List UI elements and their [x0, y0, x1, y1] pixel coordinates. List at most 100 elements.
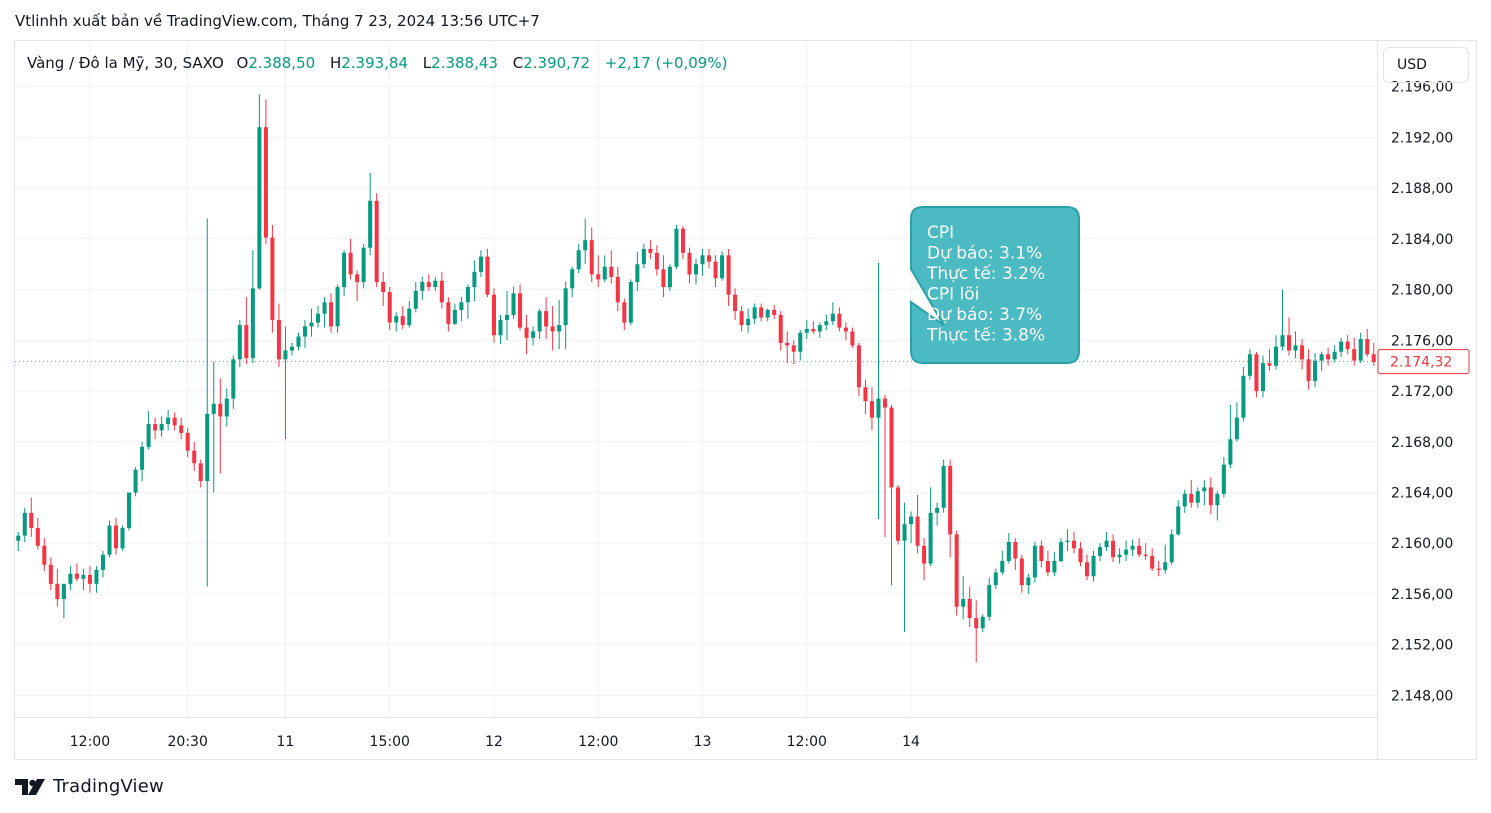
candle	[355, 270, 360, 301]
candle-body	[1006, 541, 1011, 561]
candle-body	[335, 287, 340, 327]
candle-body	[830, 313, 835, 322]
candle	[250, 250, 255, 364]
candle	[733, 288, 738, 321]
candle	[1202, 479, 1207, 506]
candle	[1058, 538, 1063, 563]
candle	[283, 326, 288, 440]
currency-button[interactable]: USD	[1383, 47, 1469, 83]
candle-body	[237, 325, 242, 360]
candle	[407, 301, 412, 328]
candle	[179, 417, 184, 440]
candle	[94, 566, 99, 593]
candle	[498, 314, 503, 345]
candle	[700, 249, 705, 276]
legend-low-label: L	[422, 54, 432, 72]
candle-body	[635, 264, 640, 282]
candle-body	[1267, 363, 1272, 366]
candle-body	[452, 309, 457, 324]
candle	[166, 410, 171, 431]
candle	[778, 311, 783, 351]
candle	[667, 264, 672, 291]
candle-body	[1234, 417, 1239, 440]
candle-body	[654, 252, 659, 270]
candle	[153, 417, 158, 440]
candle-body	[524, 327, 529, 338]
candle	[100, 550, 105, 578]
candle-body	[1150, 555, 1155, 569]
annotation-line: Dự báo: 3.1%	[927, 244, 1042, 264]
annotation-bubble	[910, 206, 1080, 364]
candle	[1234, 402, 1239, 442]
candle	[1365, 328, 1370, 357]
candle	[1006, 533, 1011, 564]
candle	[1339, 337, 1344, 357]
candle-body	[159, 424, 164, 431]
candle	[1169, 529, 1174, 565]
tradingview-logo[interactable]: TradingView	[15, 776, 164, 797]
legend-open-label: O	[236, 54, 249, 72]
candle-body	[863, 387, 868, 402]
candle	[654, 245, 659, 276]
candle	[544, 297, 549, 340]
candle	[1111, 534, 1116, 563]
tradingview-brand: TradingView	[53, 776, 164, 797]
candle-body	[778, 314, 783, 343]
legend-close-label: C	[512, 54, 524, 72]
candle-body	[1326, 354, 1331, 360]
last-price-marker: 2.174,32	[15, 349, 1470, 375]
candle	[1150, 548, 1155, 572]
candle-body	[1137, 545, 1142, 555]
candle	[159, 416, 164, 437]
candle	[524, 314, 529, 355]
price-tick-label: 2.172,00	[1391, 384, 1453, 400]
candle-body	[1300, 345, 1305, 360]
tradingview-logo-icon	[15, 778, 45, 795]
candle-body	[113, 525, 119, 549]
candle	[1358, 332, 1363, 364]
candle	[1345, 335, 1350, 355]
candle	[322, 297, 327, 328]
candle-body	[804, 328, 809, 333]
candle-body	[400, 316, 405, 326]
candle	[74, 563, 79, 582]
candle	[61, 583, 66, 619]
candle-body	[244, 325, 249, 359]
candle	[609, 250, 614, 284]
candle	[746, 308, 751, 333]
candle-body	[407, 308, 412, 326]
candle-body	[720, 255, 725, 279]
legend-close-value: 2.390,72	[523, 54, 591, 72]
candle	[1156, 561, 1161, 577]
time-tick-label: 12:00	[578, 734, 618, 750]
price-axis: 2.196,00 2.192,00 2.188,00 2.184,00 2.180,00…	[1391, 80, 1453, 705]
price-tick-label: 2.180,00	[1391, 283, 1453, 299]
candle	[1045, 550, 1050, 577]
candle-body	[1313, 360, 1318, 381]
candle-body	[1371, 354, 1376, 362]
candle-body	[746, 318, 751, 326]
candle-body	[61, 583, 66, 600]
candle	[35, 517, 40, 550]
candle-body	[1104, 540, 1109, 548]
candle	[661, 255, 666, 298]
legend-low-value: 2.388,43	[431, 54, 498, 72]
candle-body	[1273, 346, 1279, 366]
candle	[302, 320, 308, 348]
candle-body	[504, 314, 510, 321]
candle	[772, 304, 777, 319]
candle	[1091, 550, 1096, 582]
candle	[1313, 353, 1318, 388]
candle	[263, 99, 268, 244]
candle	[198, 459, 203, 488]
candle	[433, 276, 438, 291]
candle-body	[1019, 558, 1024, 586]
candle-body	[1143, 554, 1148, 556]
candle	[1052, 552, 1057, 577]
candle	[244, 297, 249, 365]
candle	[980, 614, 985, 633]
symbol-legend[interactable]: Vàng / Đô la Mỹ, 30, SAXO O2.388,50 H2.3…	[27, 54, 737, 72]
candle-body	[1117, 554, 1122, 558]
